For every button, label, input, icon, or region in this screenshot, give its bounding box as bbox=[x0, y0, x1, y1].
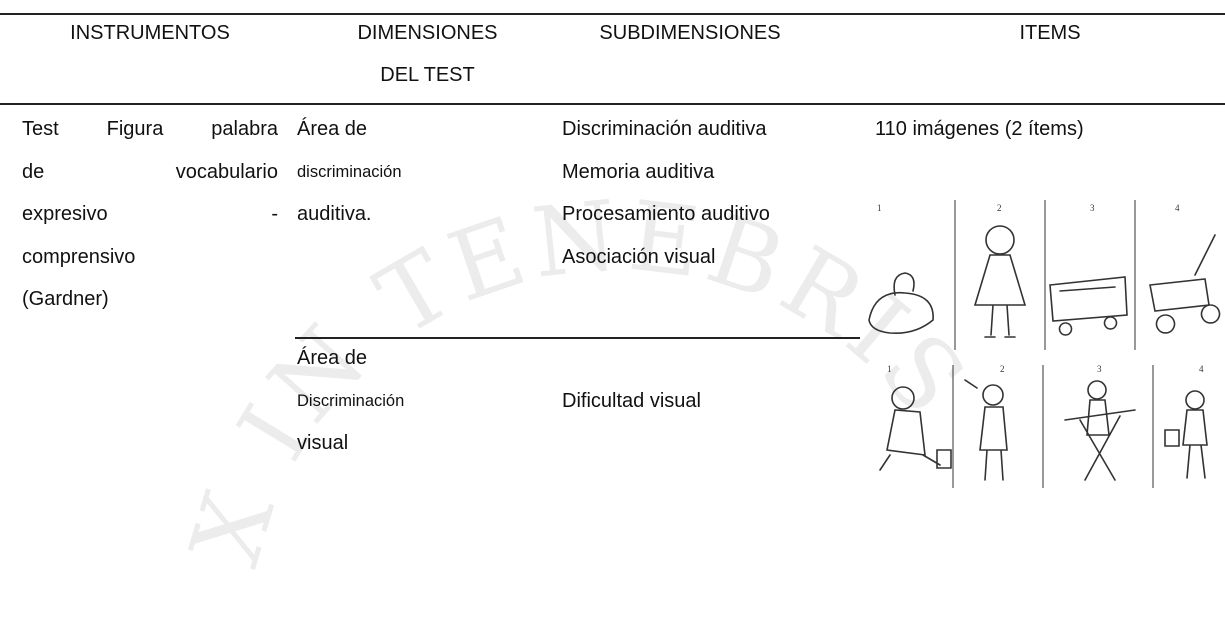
image-number: 2 bbox=[1000, 364, 1005, 374]
image-number: 2 bbox=[997, 203, 1002, 213]
image-number: 3 bbox=[1097, 364, 1102, 374]
image-number: 4 bbox=[1175, 203, 1180, 213]
instrument-line: de vocabulario bbox=[22, 159, 278, 185]
image-number: 1 bbox=[877, 203, 882, 213]
instrument-line: expresivo - bbox=[22, 201, 278, 227]
dimension-line: Área de bbox=[297, 345, 367, 371]
item-image-2: 1 2 3 4 bbox=[865, 360, 1225, 490]
top-rule bbox=[0, 13, 1225, 15]
dimension-line: visual bbox=[297, 430, 348, 456]
image-number: 1 bbox=[887, 364, 892, 374]
dimension-line: discriminación bbox=[297, 159, 402, 185]
column-header: ITEMS bbox=[875, 20, 1225, 46]
subdimension: Dificultad visual bbox=[562, 388, 701, 414]
items-text: 110 imágenes (2 ítems) bbox=[875, 116, 1084, 142]
instrument-line: (Gardner) bbox=[22, 286, 278, 312]
item-image-1: 1 2 3 4 bbox=[865, 195, 1225, 353]
column-header: DIMENSIONES bbox=[295, 20, 560, 46]
image-number: 4 bbox=[1199, 364, 1204, 374]
subdimension: Procesamiento auditivo bbox=[562, 201, 770, 227]
dimension-line: Área de bbox=[297, 116, 367, 142]
header-rule bbox=[0, 103, 1225, 105]
dimension-line: Discriminación bbox=[297, 388, 404, 414]
instrument-line: comprensivo bbox=[22, 244, 278, 270]
column-header: SUBDIMENSIONES bbox=[560, 20, 820, 46]
subdimension: Memoria auditiva bbox=[562, 159, 714, 185]
instrument-line: Test Figura palabra bbox=[22, 116, 278, 142]
column-header: INSTRUMENTOS bbox=[22, 20, 278, 46]
column-header: DEL TEST bbox=[295, 62, 560, 88]
dimension-line: auditiva. bbox=[297, 201, 372, 227]
subdimension: Asociación visual bbox=[562, 244, 715, 270]
row-rule bbox=[295, 337, 860, 339]
subdimension: Discriminación auditiva bbox=[562, 116, 767, 142]
image-number: 3 bbox=[1090, 203, 1095, 213]
